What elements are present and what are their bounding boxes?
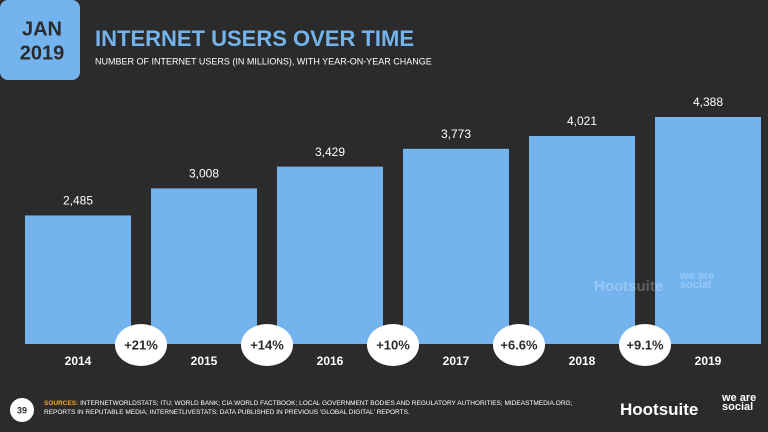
change-label: +14%	[250, 337, 284, 352]
change-badge	[241, 324, 293, 366]
value-label: 3,008	[189, 167, 219, 181]
x-tick-label: 2018	[569, 354, 596, 368]
value-label: 3,773	[441, 127, 471, 141]
change-badge	[493, 324, 545, 366]
date-badge	[0, 0, 80, 80]
partner-logo: we are social	[722, 392, 757, 414]
watermark-brand: Hootsuite	[594, 278, 664, 295]
badge-month: JAN	[22, 18, 62, 40]
change-badge	[115, 324, 167, 366]
change-label: +21%	[124, 337, 158, 352]
change-label: +10%	[376, 337, 410, 352]
value-label: 4,388	[693, 95, 723, 109]
change-badge	[367, 324, 419, 366]
bar	[25, 215, 131, 344]
x-tick-label: 2017	[443, 354, 470, 368]
brand-logo: Hootsuite	[620, 400, 699, 419]
chart-subtitle: NUMBER OF INTERNET USERS (IN MILLIONS), …	[95, 56, 432, 66]
bar	[529, 135, 635, 344]
change-badge	[619, 324, 671, 366]
bar	[655, 117, 761, 344]
x-tick-label: 2016	[317, 354, 344, 368]
x-tick-label: 2015	[191, 354, 218, 368]
sources-label: SOURCES:	[44, 400, 79, 407]
page-number: 39	[17, 405, 27, 415]
x-tick-label: 2014	[65, 354, 92, 368]
chart-title: INTERNET USERS OVER TIME	[95, 26, 414, 51]
watermark-partner: we are social	[680, 270, 715, 292]
bar	[403, 148, 509, 344]
sources-text: INTERNETWORLDSTATS; ITU; WORLD BANK; CIA…	[44, 400, 573, 416]
sources: SOURCES: INTERNETWORLDSTATS; ITU; WORLD …	[44, 399, 604, 417]
bar	[151, 188, 257, 344]
x-tick-label: 2019	[695, 354, 722, 368]
value-label: 3,429	[315, 145, 345, 159]
change-label: +9.1%	[626, 337, 664, 352]
value-label: 2,485	[63, 194, 93, 208]
bar	[277, 166, 383, 344]
change-label: +6.6%	[500, 337, 538, 352]
badge-year: 2019	[20, 42, 65, 64]
page-badge	[10, 398, 34, 422]
value-label: 4,021	[567, 114, 597, 128]
